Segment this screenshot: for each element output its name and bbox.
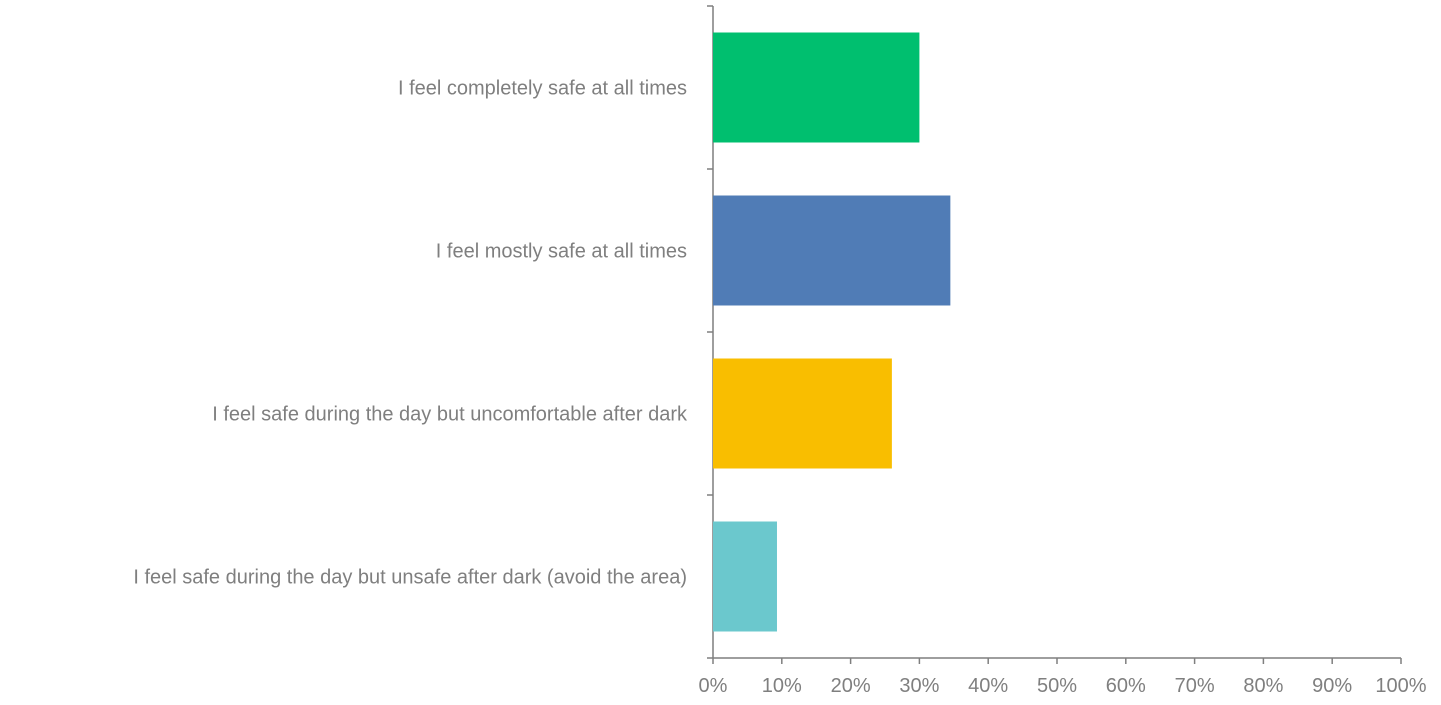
bars bbox=[713, 32, 951, 632]
x-tick-label-5: 50% bbox=[1037, 675, 1077, 697]
x-tick-labels: 0% 10% 20% 30% 40% 50% 60% 70% 80% 90% 100% bbox=[699, 675, 1427, 697]
bar-4 bbox=[713, 521, 777, 632]
x-tick-label-0: 0% bbox=[699, 675, 728, 697]
category-label-3: I feel safe during the day but uncomfort… bbox=[212, 404, 688, 426]
bar-1 bbox=[713, 32, 920, 143]
category-label-4: I feel safe during the day but unsafe af… bbox=[133, 567, 687, 589]
x-tick-label-9: 90% bbox=[1312, 675, 1352, 697]
category-label-1: I feel completely safe at all times bbox=[398, 78, 687, 100]
bar-2 bbox=[713, 195, 951, 306]
x-tick-label-3: 30% bbox=[899, 675, 939, 697]
category-label-2: I feel mostly safe at all times bbox=[436, 241, 687, 263]
category-labels: I feel completely safe at all times I fee… bbox=[133, 78, 688, 589]
x-tick-label-10: 100% bbox=[1375, 675, 1426, 697]
x-tick-label-1: 10% bbox=[762, 675, 802, 697]
bar-3 bbox=[713, 358, 892, 469]
x-tick-label-4: 40% bbox=[968, 675, 1008, 697]
x-tick-label-2: 20% bbox=[831, 675, 871, 697]
x-tick-label-6: 60% bbox=[1106, 675, 1146, 697]
x-tick-label-8: 80% bbox=[1243, 675, 1283, 697]
x-tick-label-7: 70% bbox=[1175, 675, 1215, 697]
